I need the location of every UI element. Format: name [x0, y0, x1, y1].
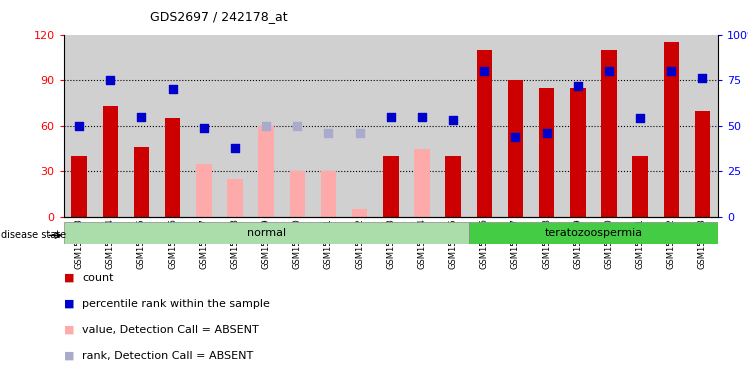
Bar	[126, 35, 157, 217]
Bar	[196, 164, 212, 217]
Bar	[321, 171, 337, 217]
Text: count: count	[82, 273, 114, 283]
Bar	[102, 106, 118, 217]
Point	[260, 123, 272, 129]
Point	[416, 114, 428, 120]
Bar	[219, 35, 251, 217]
Bar	[632, 156, 648, 217]
Bar	[508, 80, 524, 217]
Text: percentile rank within the sample: percentile rank within the sample	[82, 299, 270, 309]
Point	[322, 130, 334, 136]
Point	[135, 114, 147, 120]
Point	[478, 68, 490, 74]
Bar	[414, 149, 430, 217]
Point	[104, 77, 116, 83]
Bar	[469, 222, 718, 244]
Point	[541, 130, 553, 136]
Bar	[289, 171, 305, 217]
Bar	[601, 50, 617, 217]
Point	[167, 86, 179, 93]
Point	[603, 68, 615, 74]
Bar	[313, 35, 344, 217]
Bar	[562, 35, 593, 217]
Bar	[500, 35, 531, 217]
Bar	[64, 222, 469, 244]
Point	[229, 145, 241, 151]
Bar	[695, 111, 711, 217]
Bar	[134, 147, 150, 217]
Point	[291, 123, 303, 129]
Bar	[383, 156, 399, 217]
Bar	[445, 156, 461, 217]
Text: ■: ■	[64, 299, 74, 309]
Point	[634, 116, 646, 122]
Bar	[469, 35, 500, 217]
Bar	[344, 35, 375, 217]
Bar	[438, 35, 469, 217]
Text: disease state: disease state	[1, 230, 66, 240]
Point	[354, 130, 366, 136]
Bar	[625, 35, 656, 217]
Point	[197, 124, 209, 131]
Bar	[687, 35, 718, 217]
Point	[696, 75, 708, 81]
Bar	[258, 126, 274, 217]
Point	[571, 83, 583, 89]
Point	[73, 123, 85, 129]
Text: rank, Detection Call = ABSENT: rank, Detection Call = ABSENT	[82, 351, 254, 361]
Bar	[406, 35, 438, 217]
Bar	[95, 35, 126, 217]
Bar	[539, 88, 554, 217]
Bar	[593, 35, 625, 217]
Point	[384, 114, 396, 120]
Text: ■: ■	[64, 351, 74, 361]
Point	[447, 117, 459, 123]
Point	[509, 134, 521, 140]
Text: teratozoospermia: teratozoospermia	[545, 228, 643, 238]
Bar	[282, 35, 313, 217]
Bar	[71, 156, 87, 217]
Bar	[352, 209, 367, 217]
Text: GDS2697 / 242178_at: GDS2697 / 242178_at	[150, 10, 287, 23]
Text: ■: ■	[64, 325, 74, 335]
Bar	[188, 35, 219, 217]
Text: value, Detection Call = ABSENT: value, Detection Call = ABSENT	[82, 325, 259, 335]
Bar	[64, 35, 95, 217]
Bar	[531, 35, 562, 217]
Bar	[570, 88, 586, 217]
Text: ■: ■	[64, 273, 74, 283]
Text: normal: normal	[247, 228, 286, 238]
Bar	[375, 35, 406, 217]
Bar	[476, 50, 492, 217]
Bar	[165, 118, 180, 217]
Bar	[227, 179, 243, 217]
Bar	[251, 35, 282, 217]
Bar	[656, 35, 687, 217]
Point	[665, 68, 677, 74]
Bar	[663, 42, 679, 217]
Bar	[157, 35, 188, 217]
